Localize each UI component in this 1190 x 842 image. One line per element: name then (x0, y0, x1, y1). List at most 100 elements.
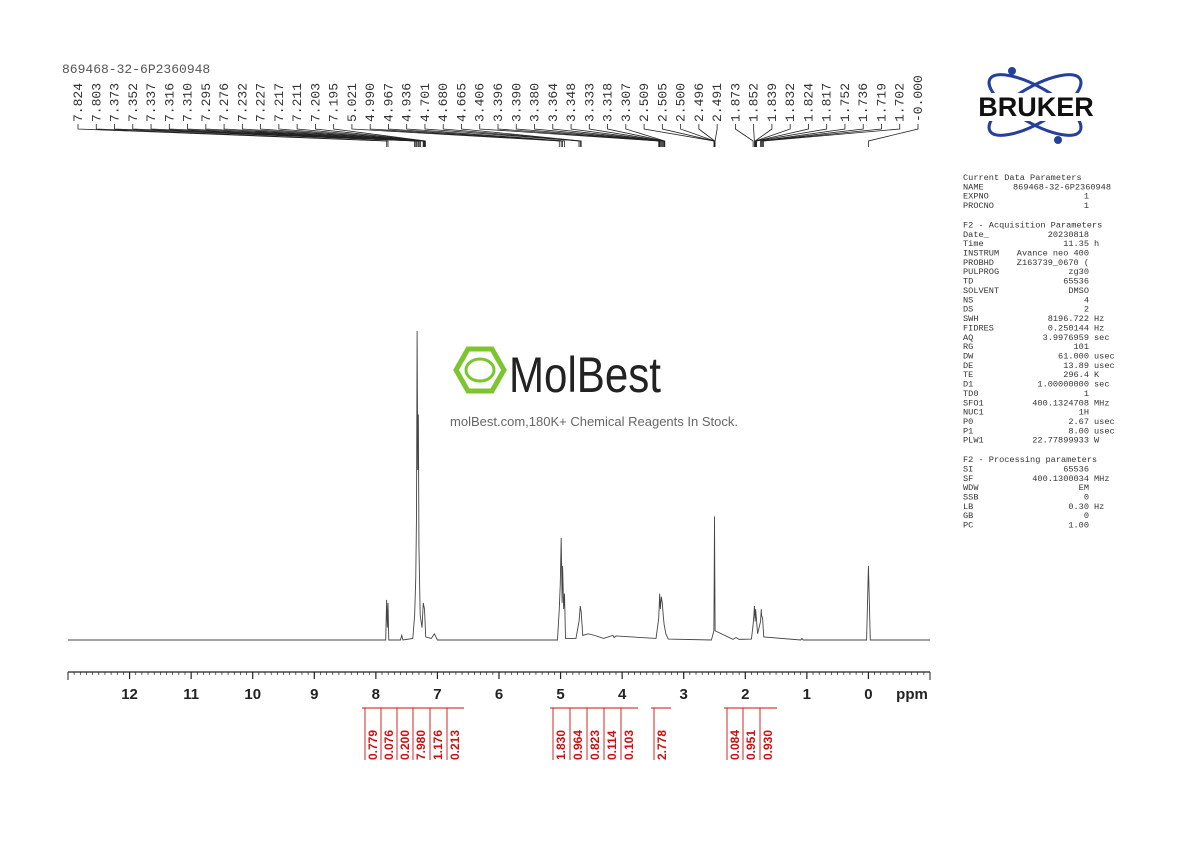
peak-label: 3.364 (546, 83, 561, 122)
param-name: TD0 (963, 389, 978, 399)
param-name: D1 (963, 380, 973, 390)
peak-label: 7.803 (89, 83, 104, 122)
peak-leader (868, 124, 919, 147)
param-value: 1.00000000 (1037, 380, 1089, 390)
integral-label: 0.213 (448, 730, 462, 760)
param-value: DMSO (1068, 286, 1089, 296)
watermark-name: MolBest (509, 347, 661, 403)
peak-leader (588, 124, 664, 147)
peak-label: 7.295 (199, 83, 214, 122)
param-name: TD (963, 277, 973, 287)
param-name: NAME (963, 182, 984, 192)
peak-label: 3.390 (509, 83, 524, 122)
param-name: SSB (963, 493, 978, 503)
x-tick-label: 3 (680, 686, 688, 703)
integral-label: 0.779 (366, 730, 380, 760)
param-name: RG (963, 342, 973, 352)
peak-leader (625, 124, 666, 147)
peak-label: 7.824 (71, 83, 86, 122)
param-value: Z163739_0670 ( (1017, 258, 1089, 268)
param-name: PLW1 (963, 436, 984, 446)
param-name: SI (963, 464, 973, 474)
peak-label: 4.967 (381, 83, 396, 122)
peak-label: -0.000 (911, 75, 926, 122)
param-heading: F2 - Processing parameters (963, 455, 1097, 465)
param-value: 1 (1084, 201, 1089, 211)
param-value: 0.30 (1068, 502, 1089, 512)
param-name: Time (963, 239, 984, 249)
x-tick-label: 1 (803, 686, 811, 703)
peak-label: 1.736 (856, 83, 871, 122)
param-value: 22.77899933 (1032, 436, 1089, 446)
peak-label: 4.701 (418, 83, 433, 122)
peak-leader (761, 124, 864, 147)
peak-leader (205, 124, 420, 147)
peak-leader (260, 124, 424, 147)
peak-label: 7.276 (217, 83, 232, 122)
param-name: INSTRUM (963, 249, 999, 259)
integral-label: 0.076 (382, 730, 396, 760)
integral-label: 0.951 (744, 730, 758, 760)
param-value: 3.9976959 (1043, 333, 1089, 343)
peak-leader (753, 124, 755, 147)
peak-leader (424, 124, 580, 147)
param-value: 11.35 (1063, 239, 1089, 249)
param-name: SOLVENT (963, 286, 999, 296)
param-name: FIDRES (963, 323, 994, 333)
peak-label: 2.500 (674, 83, 689, 122)
param-value: 8.00 (1068, 426, 1089, 436)
param-name: PROCNO (963, 201, 994, 211)
peak-label: 3.333 (582, 83, 597, 122)
peak-leader (461, 124, 582, 147)
peak-leader (296, 124, 425, 147)
peak-label: 7.337 (144, 83, 159, 122)
logo-backing (958, 93, 1114, 121)
peak-label: 3.307 (619, 83, 634, 122)
param-unit: h (1094, 239, 1099, 249)
peak-leader (760, 124, 846, 147)
peak-leader (479, 124, 660, 147)
param-unit: K (1094, 370, 1100, 380)
param-name: SWH (963, 314, 978, 324)
param-unit: Hz (1094, 502, 1104, 512)
x-tick-label: 8 (372, 686, 380, 703)
spectrum-line (68, 330, 930, 641)
peak-leader (351, 124, 560, 147)
peak-leader (333, 124, 426, 147)
param-value: 4 (1084, 295, 1089, 305)
param-unit: usec (1094, 426, 1115, 436)
x-tick-label: 11 (183, 686, 199, 703)
integral-label: 0.964 (571, 730, 585, 760)
peak-label: 1.719 (874, 83, 889, 122)
peak-leader (714, 124, 718, 147)
watermark: MolBest molBest.com,180K+ Chemical Reage… (450, 346, 738, 429)
peak-leader (223, 124, 421, 147)
watermark-tagline: molBest.com,180K+ Chemical Reagents In S… (450, 414, 738, 429)
integral-label: 0.200 (398, 730, 412, 760)
param-value: 1.00 (1068, 521, 1089, 531)
peak-label: 7.373 (108, 83, 123, 122)
x-tick-label: 10 (244, 686, 261, 703)
param-unit: usec (1094, 351, 1115, 361)
logo-dot (1054, 136, 1062, 144)
x-tick-label: 9 (310, 686, 318, 703)
param-value: EM (1079, 483, 1089, 493)
x-tick-label: 12 (121, 686, 138, 703)
param-name: WDW (963, 483, 979, 493)
x-tick-label: 2 (741, 686, 749, 703)
param-value: 20230818 (1048, 230, 1089, 240)
x-tick-label: 0 (864, 686, 872, 703)
integral-label: 0.103 (622, 730, 636, 760)
param-name: P1 (963, 426, 973, 436)
watermark-hexagon (453, 346, 507, 394)
peak-label: 3.318 (601, 83, 616, 122)
peak-leader (132, 124, 417, 147)
peak-label: 2.509 (637, 83, 652, 122)
peak-label: 7.310 (181, 83, 196, 122)
param-unit: MHz (1094, 474, 1109, 484)
peak-leader (755, 124, 809, 147)
peak-leader (187, 124, 419, 147)
param-value: 0 (1084, 493, 1089, 503)
peak-label: 7.316 (162, 83, 177, 122)
